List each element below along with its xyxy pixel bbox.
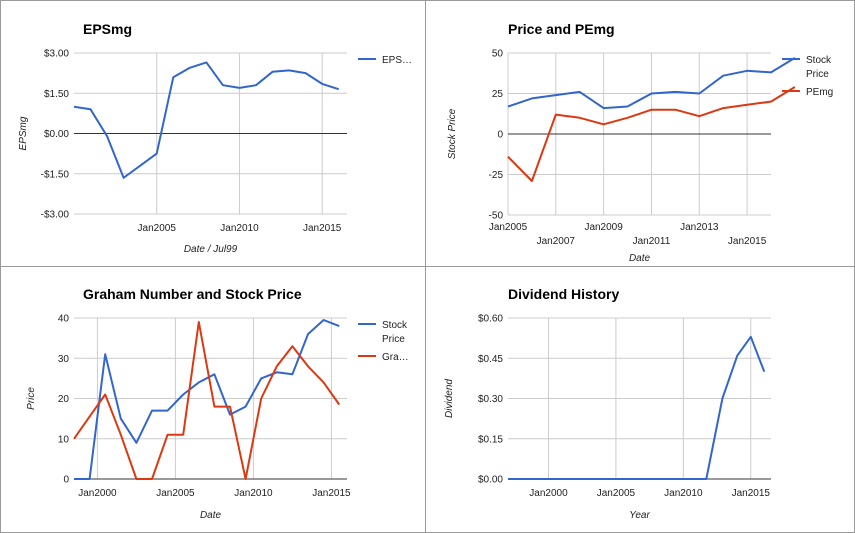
x-tick-label: Jan2015 — [303, 223, 342, 234]
x-tick-label: Jan2005 — [156, 488, 195, 499]
y-tick-label: 20 — [58, 394, 70, 405]
y-tick-label: $0.30 — [478, 394, 503, 405]
y-tick-label: $3.00 — [44, 49, 69, 60]
x-tick-label: Jan2005 — [138, 223, 177, 234]
legend-label-1: PEmg — [806, 87, 833, 98]
x-tick-label: Jan2010 — [234, 488, 273, 499]
chart-graham: Graham Number and Stock Price 40 30 20 10 0 Ja… — [26, 286, 409, 521]
legend-label-0-line2: Price — [382, 334, 405, 345]
y-tick-label: 30 — [58, 354, 70, 365]
x-tick-label: Jan2009 — [584, 222, 623, 233]
series-line-0 — [507, 57, 796, 110]
y-tick-label: -25 — [489, 170, 504, 181]
x-tick-label: Jan2010 — [664, 488, 703, 499]
series-line-1 — [507, 86, 796, 182]
legend-label-0: Stock — [806, 55, 832, 66]
y-tick-label: 0 — [497, 130, 503, 141]
y-tick-label: $0.45 — [478, 354, 503, 365]
x-tick-label: Jan2000 — [529, 488, 568, 499]
y-tick-label: $0.15 — [478, 434, 503, 445]
x-tick-label: Jan2013 — [680, 222, 719, 233]
y-axis-label: EPSmg — [18, 116, 29, 150]
legend-label-1: Gra… — [382, 352, 409, 363]
x-tick-label: Jan2007 — [537, 236, 576, 247]
x-tick-label: Jan2010 — [220, 223, 259, 234]
x-tick-label: Jan2005 — [489, 222, 528, 233]
series-line-0 — [74, 319, 340, 480]
x-tick-label: Jan2005 — [597, 488, 636, 499]
y-tick-label: $1.50 — [44, 89, 69, 100]
y-axis-label: Price — [26, 387, 37, 410]
legend-label-0-line2: Price — [806, 69, 829, 80]
y-tick-label: -$3.00 — [41, 210, 70, 221]
x-tick-label: Jan2015 — [312, 488, 351, 499]
y-tick-label: $0.00 — [478, 475, 503, 486]
x-axis-label: Date — [629, 253, 651, 264]
y-tick-label: -50 — [489, 211, 504, 222]
panel-price-pemg: Price and PEmg 50 25 0 -25 -50 Jan2005 Jan2007 J… — [425, 0, 855, 267]
x-tick-label: Jan2000 — [78, 488, 117, 499]
y-tick-label: 10 — [58, 434, 70, 445]
x-axis-label: Date / Jul99 — [184, 244, 238, 255]
legend-label-0: EPS… — [382, 55, 412, 66]
chart-epsmg: EPSmg $3.00 $1.50 $0.00 -$1.50 -$3.00 Jan2005 J… — [18, 21, 412, 255]
panel-epsmg: EPSmg $3.00 $1.50 $0.00 -$1.50 -$3.00 Jan2005 J… — [0, 0, 426, 267]
y-tick-label: 25 — [492, 89, 504, 100]
x-tick-label: Jan2011 — [633, 236, 671, 247]
x-axis-label: Year — [629, 510, 650, 521]
y-tick-label: 50 — [492, 49, 504, 60]
chart-dividend: Dividend History $0.60 $0.45 $0.30 $0.15 $0.0… — [444, 286, 771, 521]
y-axis-label: Stock Price — [447, 108, 458, 159]
chart-title: Graham Number and Stock Price — [83, 286, 302, 302]
series-line-1 — [73, 321, 341, 480]
chart-title: EPSmg — [83, 21, 132, 37]
series-line-0 — [508, 335, 766, 480]
y-axis-label: Dividend — [444, 379, 455, 418]
y-tick-label: $0.00 — [44, 129, 69, 140]
series-line-0 — [73, 61, 340, 179]
panel-graham: Graham Number and Stock Price 40 30 20 10 0 Ja… — [0, 266, 426, 533]
chart-title: Dividend History — [508, 286, 619, 302]
x-tick-label: Jan2015 — [732, 488, 771, 499]
panel-dividend: Dividend History $0.60 $0.45 $0.30 $0.15 $0.0… — [425, 266, 855, 533]
x-axis-label: Date — [200, 510, 222, 521]
x-tick-label: Jan2015 — [728, 236, 767, 247]
y-tick-label: 40 — [58, 314, 70, 325]
legend-label-0: Stock — [382, 320, 408, 331]
chart-title: Price and PEmg — [508, 21, 615, 37]
y-tick-label: 0 — [63, 475, 69, 486]
y-tick-label: $0.60 — [478, 314, 503, 325]
y-tick-label: -$1.50 — [41, 169, 70, 180]
